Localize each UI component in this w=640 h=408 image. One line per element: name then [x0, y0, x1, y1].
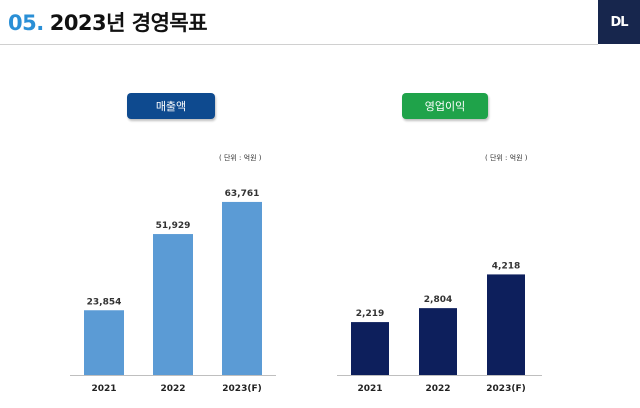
revenue-category-label-0: 2021: [91, 384, 116, 394]
revenue-bar-1: [153, 234, 193, 375]
operating-profit-bar-1: [419, 308, 457, 375]
revenue-chart-title: 매출액: [127, 93, 215, 119]
page-title: 05. 2023년 경영목표: [8, 7, 208, 37]
header-divider: [0, 44, 598, 45]
revenue-unit-note: ( 단위 : 억원 ): [219, 154, 262, 162]
header: 05. 2023년 경영목표 DL: [0, 0, 640, 45]
operating-profit-category-label-2: 2023(F): [486, 384, 525, 394]
operating-profit-value-label-2: 4,218: [492, 261, 520, 271]
operating-profit-category-label-0: 2021: [357, 384, 382, 394]
operating-profit-bar-2: [487, 274, 525, 375]
operating-profit-chart-title: 영업이익: [402, 93, 488, 119]
operating-profit-bar-0: [351, 322, 389, 375]
operating-profit-category-label-1: 2022: [425, 384, 450, 394]
revenue-value-label-2: 63,761: [225, 189, 260, 199]
revenue-bar-2: [222, 201, 262, 375]
revenue-value-label-0: 23,854: [87, 297, 122, 307]
section-number: 05.: [8, 11, 44, 35]
revenue-category-label-1: 2022: [160, 384, 185, 394]
title-text: 2023년 경영목표: [49, 11, 208, 35]
revenue-category-label-2: 2023(F): [222, 384, 261, 394]
revenue-bar-0: [84, 310, 124, 375]
operating-profit-value-label-1: 2,804: [424, 295, 452, 305]
operating-profit-value-label-0: 2,219: [356, 309, 384, 319]
dl-logo: DL: [598, 0, 640, 44]
revenue-value-label-1: 51,929: [156, 221, 191, 231]
operating-profit-unit-note: ( 단위 : 억원 ): [485, 154, 528, 162]
